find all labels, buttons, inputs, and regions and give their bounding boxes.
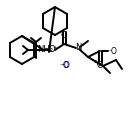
Text: ⁻O: ⁻O <box>107 46 117 56</box>
Text: ⁻O: ⁻O <box>59 61 69 70</box>
Text: NH₂⁺: NH₂⁺ <box>37 45 57 54</box>
Text: O: O <box>97 61 103 71</box>
Text: O: O <box>61 31 67 40</box>
Text: ⁻O: ⁻O <box>60 61 70 70</box>
Text: N: N <box>75 44 81 52</box>
Text: O: O <box>49 45 55 55</box>
